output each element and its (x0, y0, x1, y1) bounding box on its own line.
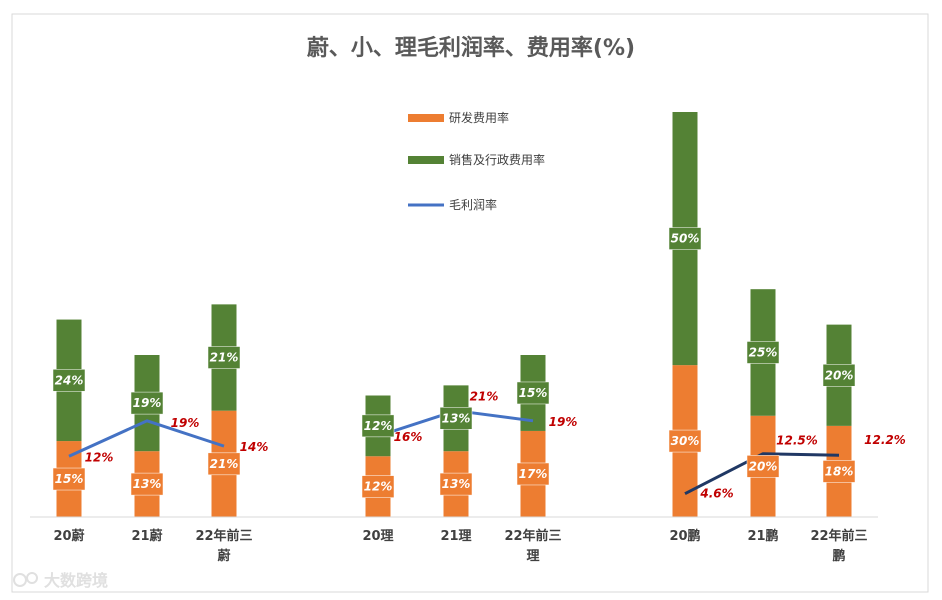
bar-rd-label-box-理-2 (516, 462, 550, 486)
bar-sga-label-蔚-2: 21% (210, 351, 239, 365)
legend-swatch-0 (408, 114, 444, 122)
bar-rd-label-box-理-0 (361, 475, 395, 498)
x-tick-label-鹏-0-0: 20鹏 (669, 528, 700, 544)
bar-sga-label-鹏-2: 20% (825, 368, 854, 382)
bar-sga-label-蔚-1: 19% (133, 396, 162, 410)
bar-rd-label-box-鹏-0 (668, 429, 702, 453)
legend-label-0: 研发费用率 (449, 110, 509, 125)
x-tick-label-理-2-0: 22年前三 (504, 528, 561, 544)
legend-label-1: 销售及行政费用率 (449, 152, 545, 167)
gross-margin-label-鹏-0: 4.6% (699, 487, 733, 501)
bar-rd-label-蔚-0: 15% (55, 472, 84, 486)
bar-rd-label-蔚-2: 21% (210, 457, 239, 471)
bar-rd-label-蔚-1: 13% (133, 477, 162, 491)
bar-rd-label-box-鹏-2 (822, 460, 856, 483)
gross-margin-line-鹏 (684, 452, 840, 496)
bar-sga-label-box-鹏-2 (822, 364, 856, 387)
watermark-logo-icon-2 (26, 572, 38, 584)
gross-margin-line-蔚 (68, 419, 225, 458)
gross-margin-label-理-0: 16% (394, 430, 423, 444)
x-tick-label-理-0-0: 20理 (362, 529, 393, 544)
bar-rd-label-理-0: 12% (364, 480, 393, 494)
x-tick-label-蔚-0-0: 20蔚 (53, 528, 84, 544)
watermark-logo-icon (13, 573, 27, 587)
bar-sga-label-box-蔚-0 (52, 369, 86, 392)
x-tick-label-蔚-2-1: 蔚 (217, 548, 230, 564)
gross-margin-label-蔚-1: 19% (171, 416, 200, 430)
x-tick-label-蔚-1-0: 21蔚 (131, 528, 162, 544)
bar-sga-label-box-鹏-1 (746, 341, 780, 364)
bar-rd-label-理-2: 17% (519, 467, 548, 481)
watermark: 大数跨境 (13, 571, 108, 590)
x-tick-label-理-1-0: 21理 (440, 529, 471, 544)
x-tick-label-鹏-2-1: 鹏 (832, 548, 845, 564)
bar-sga-label-鹏-1: 25% (749, 345, 778, 359)
legend-swatch-1 (408, 156, 444, 164)
gross-margin-label-蔚-0: 12% (85, 450, 114, 464)
bar-sga-label-box-理-0 (361, 414, 395, 438)
chart-border (11, 13, 929, 593)
bar-rd-label-理-1: 13% (442, 477, 471, 491)
bar-rd-label-box-鹏-1 (746, 455, 780, 478)
x-tick-label-理-2-1: 理 (526, 549, 539, 564)
gross-margin-label-鹏-1: 12.5% (776, 434, 818, 448)
gross-margin-label-鹏-2: 12.2% (864, 433, 906, 447)
bar-sga-label-蔚-0: 24% (55, 373, 84, 387)
x-tick-label-蔚-2-0: 22年前三 (195, 528, 252, 544)
x-tick-label-鹏-2-0: 22年前三 (810, 528, 867, 544)
bar-rd-label-box-蔚-1 (130, 472, 164, 496)
bar-rd-label-box-理-1 (439, 472, 473, 496)
gross-margin-label-蔚-2: 14% (240, 440, 269, 454)
bar-sga-label-理-0: 12% (364, 419, 393, 433)
bar-sga-label-理-1: 13% (442, 411, 471, 425)
bar-sga-label-box-蔚-1 (130, 391, 164, 415)
legend-label-2: 毛利润率 (449, 197, 497, 212)
gross-margin-label-理-2: 19% (549, 415, 578, 429)
bar-rd-label-鹏-2: 18% (825, 464, 854, 478)
x-tick-label-鹏-1-0: 21鹏 (747, 528, 778, 544)
chart-title: 蔚、小、理毛利润率、费用率(%) (307, 35, 635, 61)
bar-rd-label-box-蔚-2 (207, 452, 241, 476)
bar-sga-label-box-理-1 (439, 407, 473, 430)
bar-sga-label-鹏-0: 50% (671, 232, 700, 246)
watermark-text: 大数跨境 (44, 571, 108, 590)
bar-sga-label-box-理-2 (516, 381, 550, 405)
bar-sga-label-理-2: 15% (519, 386, 548, 400)
gross-margin-label-理-1: 21% (470, 390, 499, 404)
bar-sga-label-box-鹏-0 (668, 227, 702, 250)
bar-rd-label-鹏-0: 30% (671, 434, 700, 448)
bar-rd-label-box-蔚-0 (52, 467, 86, 491)
bar-rd-label-鹏-1: 20% (749, 459, 778, 473)
bar-sga-label-box-蔚-2 (207, 346, 241, 369)
labels-layer: 15% 24% 13% 19% 21% 21% 12% 19% 14% 12% 12% 13% 13% 1… (52, 227, 906, 501)
